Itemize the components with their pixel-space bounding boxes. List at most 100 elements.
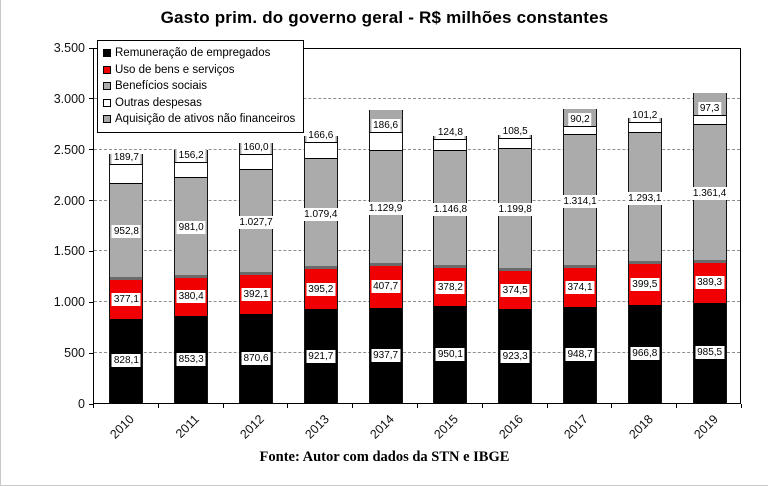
x-axis-tick-7 [546, 404, 548, 408]
x-axis-tick-3 [287, 404, 289, 408]
legend-swatch-uso-de-bens-e-servicos [103, 65, 111, 74]
legend-swatch-beneficios-sociais [103, 82, 111, 91]
y-axis-tick-500 [89, 352, 93, 354]
y-axis-label-3000: 3.000 [53, 91, 85, 106]
segment-outras-despesas-2019 [693, 114, 726, 125]
segment-outras-despesas-2018 [628, 122, 661, 133]
data-label-uso-de-bens-e-servicos-2013: 395,2 [306, 282, 336, 296]
data-label-outras-despesas-2016: 108,5 [500, 124, 530, 138]
source-note: Fonte: Autor com dados da STN e IBGE [259, 449, 510, 465]
y-axis-tick-2000 [89, 200, 93, 202]
x-axis-label-2017: 2017 [561, 412, 591, 442]
data-label-beneficios-sociais-2016: 1.199,8 [496, 203, 534, 217]
legend-item-remuneracao-de-empregados: Remuneração de empregados [103, 45, 295, 62]
data-label-beneficios-sociais-2018: 1.293,1 [626, 191, 664, 205]
y-axis-tick-3500 [89, 47, 93, 49]
legend-item-outras-despesas: Outras despesas [103, 95, 295, 112]
x-axis-tick-0 [93, 404, 94, 408]
x-axis-tick-5 [417, 404, 418, 408]
x-axis-tick-6 [481, 404, 483, 408]
bar-2016 [498, 135, 533, 403]
y-axis-tick-3000 [89, 98, 93, 100]
x-axis-tick-2 [222, 404, 224, 408]
x-axis-tick-10 [741, 404, 742, 408]
data-label-remuneracao-de-empregados-2011: 853,3 [176, 353, 206, 367]
data-label-uso-de-bens-e-servicos-2016: 374,5 [500, 283, 530, 297]
legend-label-outras-despesas: Outras despesas [115, 96, 202, 109]
segment-outras-despesas-2013 [304, 142, 337, 160]
segment-outras-despesas-2010 [110, 164, 143, 184]
data-label-remuneracao-de-empregados-2016: 923,3 [500, 349, 530, 363]
x-axis-label-2013: 2013 [302, 412, 332, 442]
data-label-remuneracao-de-empregados-2014: 937,7 [371, 348, 401, 362]
x-axis-tick-1 [157, 404, 159, 408]
y-axis-label-500: 500 [64, 346, 85, 361]
data-label-outras-despesas-2019: 97,3 [697, 101, 722, 115]
gridline-3000 [94, 97, 740, 99]
data-label-outras-despesas-2017: 90,2 [568, 112, 592, 126]
x-axis-label-2018: 2018 [626, 412, 656, 442]
legend-label-aquisicao-de-ativos-nao-financeiros: Aquisição de ativos não financeiros [115, 113, 296, 126]
legend-item-aquisicao-de-ativos-nao-financeiros: Aquisição de ativos não financeiros [103, 111, 295, 128]
legend-swatch-outras-despesas [103, 98, 111, 107]
segment-outras-despesas-2017 [564, 125, 596, 135]
data-label-outras-despesas-2018: 101,2 [630, 109, 660, 123]
data-label-uso-de-bens-e-servicos-2019: 389,3 [695, 276, 725, 290]
data-label-uso-de-bens-e-servicos-2010: 377,1 [111, 293, 141, 307]
plot-area: 828,1 377,1 952,8 189,7 853,3 380,4 981,0 156,2… [93, 48, 741, 404]
data-label-remuneracao-de-empregados-2017: 948,7 [565, 348, 595, 362]
data-label-beneficios-sociais-2012: 1.027,7 [237, 215, 275, 229]
y-axis-tick-0 [89, 403, 93, 405]
legend-swatch-aquisicao-de-ativos-nao-financeiros [103, 115, 111, 124]
segment-outras-despesas-2015 [434, 138, 467, 152]
legend-label-beneficios-sociais: Benefícios sociais [115, 80, 208, 93]
data-label-remuneracao-de-empregados-2015: 950,1 [435, 348, 465, 362]
data-label-uso-de-bens-e-servicos-2012: 392,1 [241, 288, 271, 302]
y-axis-label-0: 0 [78, 397, 85, 411]
x-axis-label-2011: 2011 [173, 412, 203, 441]
data-label-remuneracao-de-empregados-2013: 921,7 [306, 349, 336, 363]
legend-label-uso-de-bens-e-servicos: Uso de bens e serviços [115, 63, 235, 76]
x-axis-label-2016: 2016 [496, 412, 527, 442]
y-axis-label-1000: 1.000 [53, 295, 85, 310]
data-label-uso-de-bens-e-servicos-2014: 407,7 [371, 280, 401, 294]
segment-outras-despesas-2016 [499, 137, 532, 149]
bar-2013 [303, 136, 338, 403]
data-label-uso-de-bens-e-servicos-2015: 378,2 [435, 280, 465, 294]
gridline-1000 [94, 301, 740, 303]
segment-outras-despesas-2011 [175, 161, 208, 178]
y-axis-label-2500: 2.500 [53, 142, 85, 157]
legend-swatch-remuneracao-de-empregados [103, 49, 111, 58]
x-axis-tick-4 [352, 404, 354, 408]
data-label-outras-despesas-2013: 166,6 [306, 129, 336, 143]
legend-label-remuneracao-de-empregados: Remuneração de empregados [115, 47, 271, 60]
x-axis-label-2012: 2012 [237, 412, 267, 442]
y-axis-tick-1000 [89, 301, 93, 303]
data-label-outras-despesas-2014: 186,6 [371, 119, 401, 133]
chart-title: Gasto prim. do governo geral - R$ milhõe… [160, 8, 609, 27]
gridline-2500 [94, 148, 740, 150]
data-label-outras-despesas-2015: 124,8 [435, 125, 465, 139]
x-axis-label-2015: 2015 [431, 412, 462, 442]
x-axis-label-2019: 2019 [690, 412, 721, 442]
y-axis-label-1500: 1.500 [53, 244, 85, 259]
legend-item-beneficios-sociais: Benefícios sociais [103, 78, 295, 95]
x-axis-label-2010: 2010 [107, 412, 138, 442]
y-axis-label-3500: 3.500 [53, 41, 85, 55]
gridline-1500 [94, 250, 740, 252]
data-label-remuneracao-de-empregados-2010: 828,1 [111, 354, 141, 368]
data-label-outras-despesas-2011: 156,2 [176, 148, 206, 162]
data-label-beneficios-sociais-2014: 1.129,9 [366, 202, 405, 216]
data-label-remuneracao-de-empregados-2019: 985,5 [695, 346, 725, 360]
y-axis-label-2000: 2.000 [53, 193, 85, 208]
data-label-beneficios-sociais-2017: 1.314,1 [561, 195, 599, 209]
segment-outras-despesas-2012 [240, 153, 272, 171]
x-axis-tick-9 [676, 404, 678, 408]
x-axis-tick-8 [611, 404, 613, 408]
gridline-2000 [94, 199, 740, 201]
legend-item-uso-de-bens-e-servicos: Uso de bens e serviços [103, 62, 295, 79]
data-label-outras-despesas-2010: 189,7 [111, 151, 141, 165]
data-label-outras-despesas-2012: 160,0 [241, 140, 271, 154]
legend: Remuneração de empregados Uso de bens e s… [97, 40, 305, 133]
data-label-beneficios-sociais-2011: 981,0 [176, 221, 206, 235]
